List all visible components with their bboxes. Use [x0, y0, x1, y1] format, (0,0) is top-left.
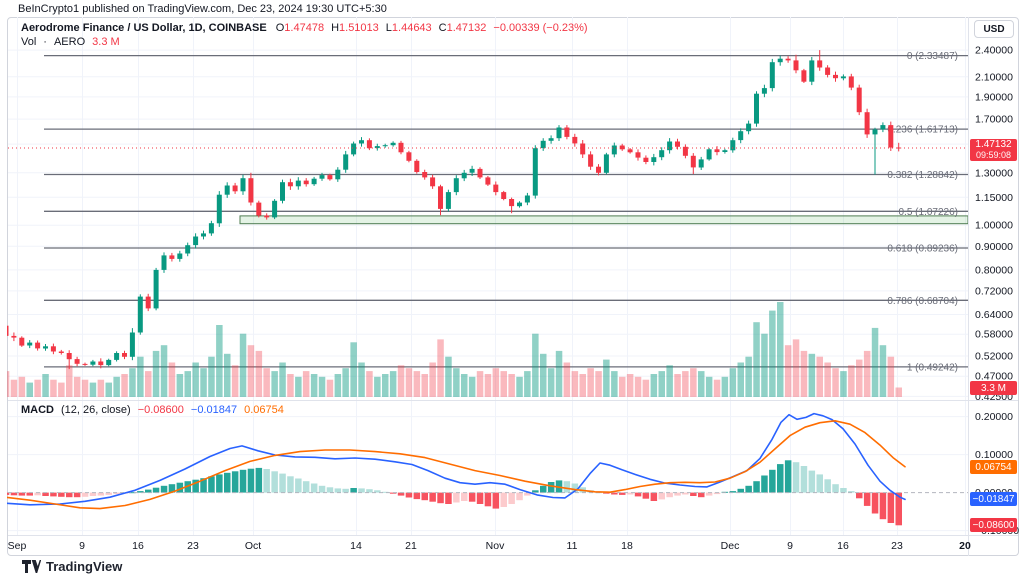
time-tick-label: 16 [132, 540, 144, 552]
price-tick-label: 1.00000 [975, 220, 1013, 232]
time-tick-label: Nov [486, 540, 505, 552]
macd-legend: MACD (12, 26, close) −0.08600 −0.01847 0… [21, 404, 284, 416]
symbol-title[interactable]: Aerodrome Finance / US Dollar, 1D, COINB… [21, 22, 267, 34]
fib-level-label: 0.618 (0.89236) [887, 244, 958, 255]
symbol-legend: Aerodrome Finance / US Dollar, 1D, COINB… [21, 22, 588, 48]
fib-retracement: 0 (2.33487) 0.236 (1.61713) 0.382 (1.28842… [44, 51, 968, 373]
time-tick-label: Dec [721, 540, 740, 552]
macd-signal-line [7, 419, 906, 510]
pane-separators [8, 17, 1018, 556]
price-tick-label: 1.15000 [975, 192, 1013, 204]
volume-bars [7, 302, 902, 397]
time-tick-label: 20 [959, 540, 971, 552]
time-tick-label: 23 [891, 540, 903, 552]
price-tick-label: 2.40000 [975, 45, 1013, 57]
macd-line-value: −0.01847 [190, 404, 238, 416]
macd-hist-badge: −0.08600 [970, 518, 1017, 532]
low-value: 1.44643 [391, 22, 432, 34]
price-tick-label: 0.64000 [975, 309, 1013, 321]
macd-hist-value: −0.08600 [137, 404, 184, 416]
chart-card [7, 17, 1019, 556]
fib-level-label: 0.236 (1.61713) [887, 125, 958, 136]
price-tick-label: 1.30000 [975, 167, 1013, 179]
price-tick-label: 0.58000 [975, 329, 1013, 341]
price-chart-canvas[interactable]: 0 (2.33487) 0.236 (1.61713) 0.382 (1.28842… [7, 17, 1019, 556]
macd-signal-badge: 0.06754 [970, 460, 1017, 474]
time-tick-label: 9 [787, 540, 793, 552]
last-price-badge: 1.47132 09:59:08 [970, 139, 1017, 161]
macd-title[interactable]: MACD [21, 404, 54, 416]
last-price: 1.47132 [975, 139, 1012, 150]
candlestick-series [7, 50, 902, 370]
time-tick-label: 23 [187, 540, 199, 552]
tradingview-logo-icon [22, 560, 41, 573]
price-tick-label: 1.70000 [975, 114, 1013, 126]
price-tick-label: 0.90000 [975, 241, 1013, 253]
fib-level-label: 0 (2.33487) [907, 51, 958, 62]
macd-histogram [7, 460, 902, 526]
grid-lines [8, 17, 968, 535]
price-axis[interactable]: 2.40000 2.10000 1.90000 1.70000 1.30000 1.150… [975, 45, 1019, 537]
volume-symbol: AERO [53, 36, 86, 48]
volume-indicator-label[interactable]: Vol [21, 36, 37, 48]
price-tick-label: 0.47000 [975, 371, 1013, 383]
macd-tick-label: 0.20000 [975, 411, 1013, 423]
volume-value: 3.3 M [92, 36, 120, 48]
high-value: 1.51013 [339, 22, 379, 34]
price-tick-label: 0.72000 [975, 285, 1013, 297]
macd-line-badge: −0.01847 [970, 492, 1017, 506]
fib-level-label: 0.786 (0.68704) [887, 296, 958, 307]
fib-level-label: 0.382 (1.28842) [887, 170, 958, 181]
time-tick-label: Oct [245, 540, 261, 552]
value-zone-box [239, 215, 969, 225]
price-tick-label: 1.90000 [975, 91, 1013, 103]
macd-params: (12, 26, close) [61, 404, 131, 416]
volume-axis-badge: 3.3 M [970, 381, 1017, 395]
currency-toggle-button[interactable]: USD [974, 20, 1014, 38]
time-tick-label: Sep [8, 540, 27, 552]
time-tick-label: 21 [405, 540, 417, 552]
fib-level-label: 0.5 (1.07226) [899, 207, 959, 218]
tradingview-watermark-link[interactable]: TradingView [22, 559, 122, 574]
open-value: 1.47478 [284, 22, 325, 34]
time-tick-label: 11 [567, 540, 578, 552]
time-axis[interactable]: Sep 9 16 23 Oct 14 21 Nov 11 18 Dec 9 16 23 20 [8, 540, 971, 552]
price-tick-label: 2.10000 [975, 71, 1013, 83]
macd-tick-label: 0.10000 [975, 449, 1013, 461]
bar-countdown: 09:59:08 [975, 150, 1012, 160]
price-tick-label: 0.80000 [975, 264, 1013, 276]
time-tick-label: 18 [621, 540, 633, 552]
time-tick-label: 16 [837, 540, 849, 552]
tradingview-watermark-text: TradingView [46, 559, 123, 574]
time-tick-label: 9 [79, 540, 85, 552]
price-tick-label: 0.52000 [975, 351, 1013, 363]
macd-line [7, 412, 906, 506]
time-tick-label: 14 [350, 540, 362, 552]
change-value: −0.00339 (−0.23%) [493, 22, 588, 34]
close-value: 1.47132 [446, 22, 487, 34]
attribution-text: BeInCrypto1 published on TradingView.com… [18, 3, 387, 15]
fib-level-label: 1 (0.49242) [907, 362, 958, 373]
macd-signal-value: 0.06754 [244, 404, 284, 416]
